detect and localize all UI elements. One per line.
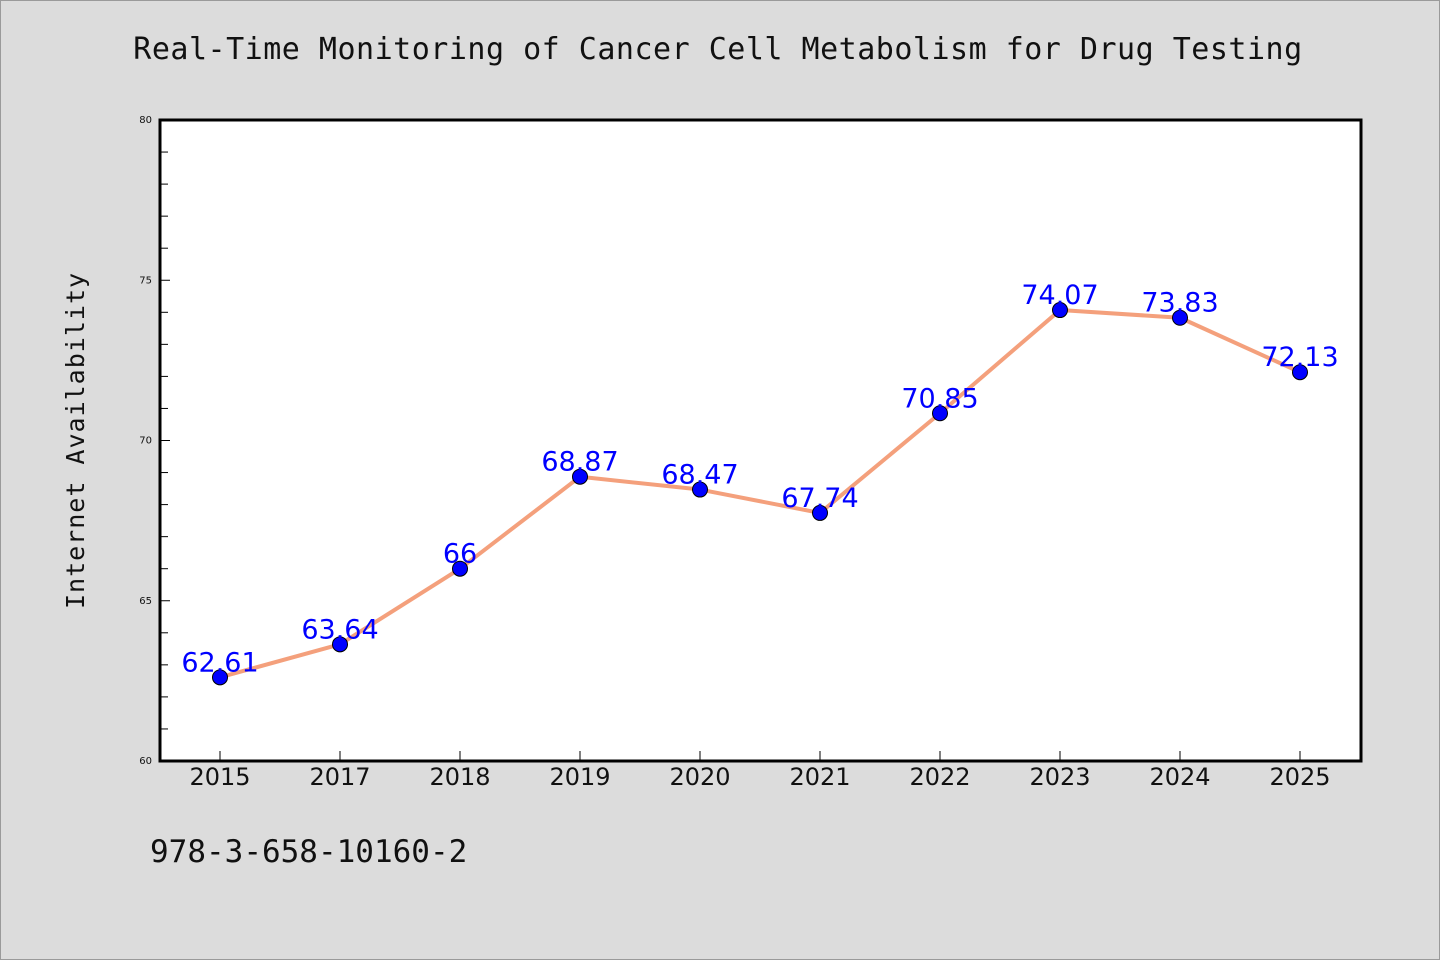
data-point [1052, 302, 1068, 319]
x-tick-label: 2022 [909, 763, 970, 791]
data-label: 73.83 [1141, 288, 1218, 319]
data-label: 72.13 [1261, 342, 1338, 373]
y-tick-label: 60 [139, 756, 152, 767]
data-label: 66 [443, 539, 477, 570]
x-tick-label: 2018 [429, 763, 490, 791]
data-label: 74.07 [1021, 280, 1098, 311]
data-point [332, 636, 348, 653]
data-point [812, 504, 828, 521]
data-label: 68.87 [541, 447, 618, 478]
data-label: 68.47 [661, 460, 738, 491]
data-point [932, 405, 948, 422]
x-tick-label: 2021 [789, 763, 850, 791]
plot-area: 60 65 70 75 80 2015 2017 2018 2019 2020 2021 2022 20… [61, 115, 1363, 791]
y-tick-label: 70 [139, 436, 152, 447]
chart-title: Real-Time Monitoring of Cancer Cell Meta… [133, 32, 1303, 67]
y-tick-label: 80 [139, 115, 152, 126]
x-tick-label: 2020 [669, 763, 730, 791]
data-point [1172, 309, 1188, 326]
data-label: 62.61 [181, 647, 258, 678]
data-point [1292, 364, 1308, 381]
data-label: 70.85 [901, 383, 978, 414]
data-point [692, 481, 708, 498]
plot-background [160, 120, 1361, 761]
data-label: 63.64 [301, 614, 378, 645]
y-axis-label: Internet Availability [61, 272, 90, 609]
footer-isbn: 978-3-658-10160-2 [150, 834, 468, 870]
data-point [212, 669, 228, 686]
x-tick-label: 2023 [1029, 763, 1090, 791]
x-tick-label: 2024 [1149, 763, 1210, 791]
data-point [452, 560, 468, 577]
x-tick-label: 2025 [1269, 763, 1330, 791]
x-tick-label: 2017 [309, 763, 370, 791]
x-tick-label: 2015 [189, 763, 250, 791]
data-point [572, 468, 588, 485]
series-line [218, 308, 1302, 680]
x-tick-label: 2019 [549, 763, 610, 791]
data-label: 67.74 [781, 483, 858, 514]
y-tick-label: 65 [139, 596, 152, 607]
y-tick-label: 75 [139, 275, 152, 286]
